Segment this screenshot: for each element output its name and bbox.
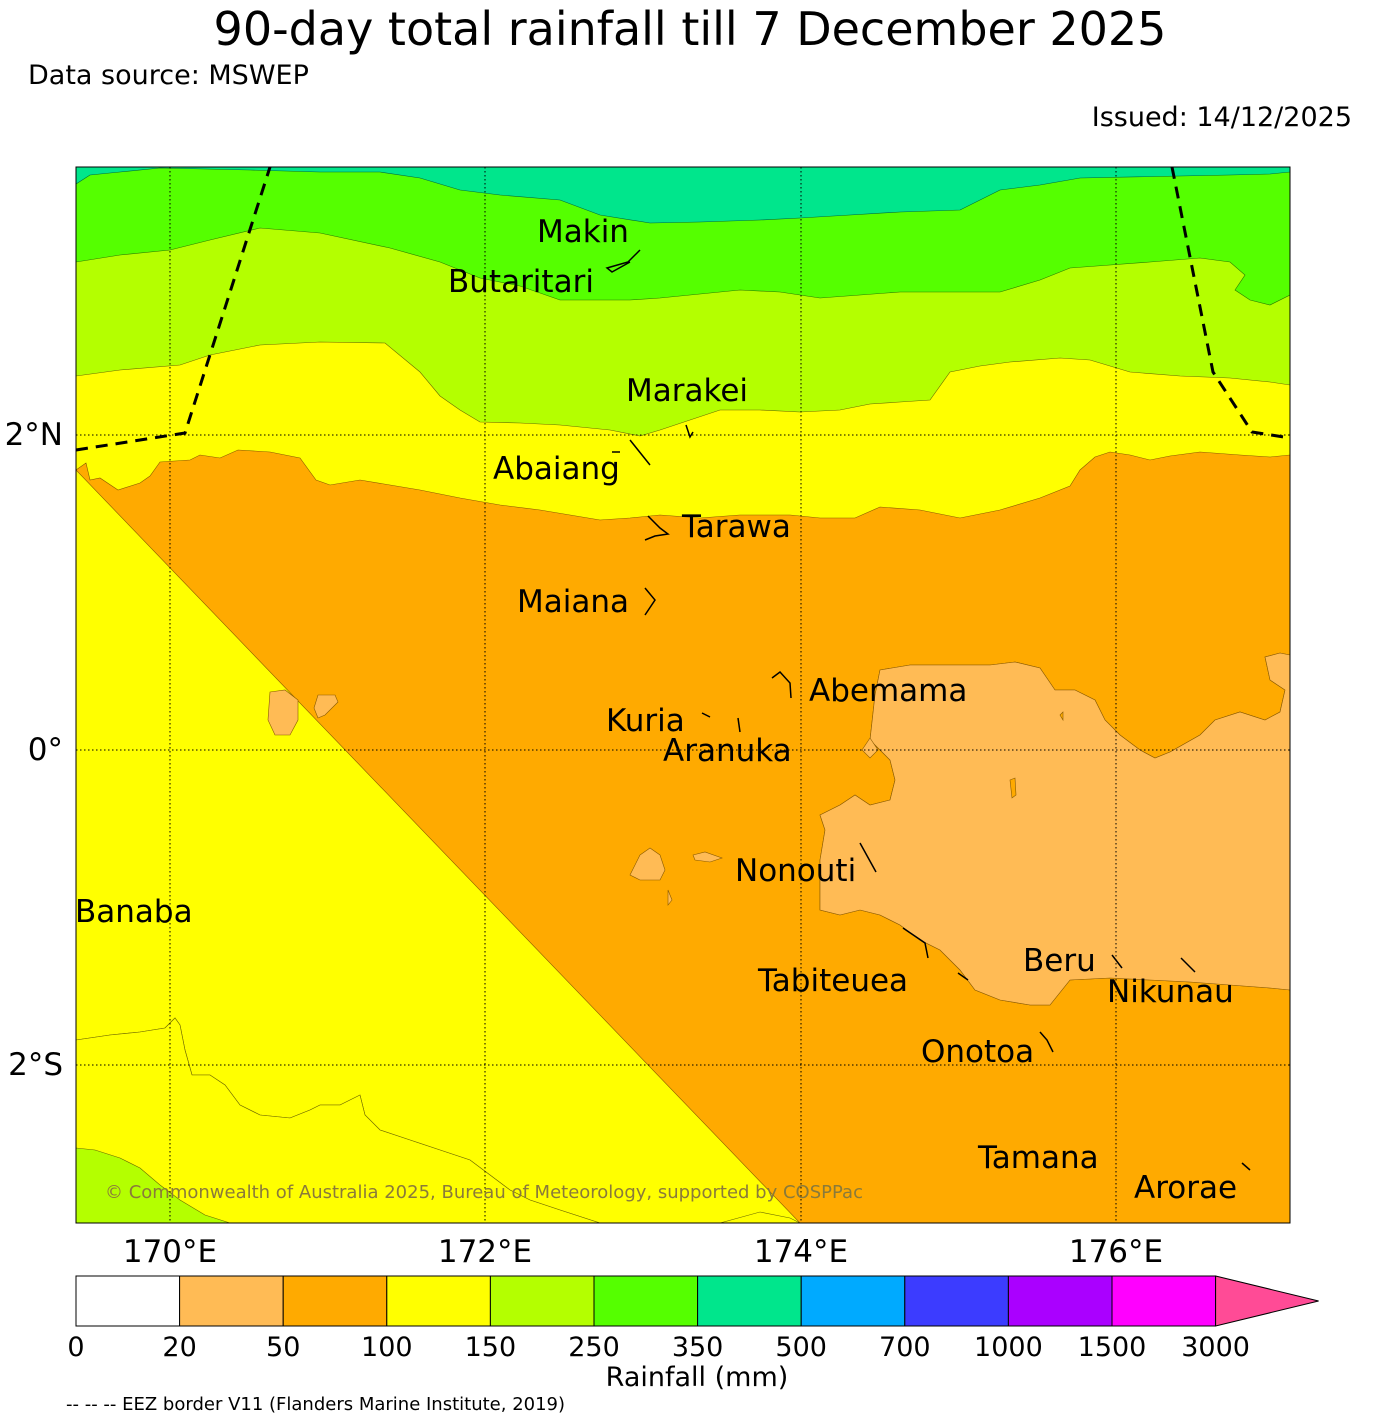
- colorbar-swatch: [179, 1275, 284, 1327]
- label-aranuka: Aranuka: [663, 733, 792, 769]
- label-butaritari: Butaritari: [448, 264, 594, 300]
- eez-footnote: -- -- -- EEZ border V11 (Flanders Marine…: [66, 1394, 566, 1415]
- label-beru: Beru: [1023, 943, 1096, 979]
- colorbar-swatch: [282, 1275, 388, 1327]
- lat-label-0: 0°: [28, 732, 63, 768]
- band-350-500: [76, 167, 1290, 224]
- lon-label-174e: 174°E: [754, 1234, 848, 1270]
- label-onotoa: Onotoa: [921, 1034, 1034, 1070]
- colorbar-swatch: [800, 1275, 906, 1327]
- label-kuria: Kuria: [606, 703, 685, 739]
- label-banaba: Banaba: [75, 894, 193, 930]
- label-maiana: Maiana: [517, 584, 629, 620]
- copyright-text: © Commonwealth of Australia 2025, Bureau…: [105, 1182, 863, 1203]
- colorbar-swatch: [904, 1275, 1009, 1327]
- colorbar-tick-label: 1000: [974, 1332, 1043, 1363]
- label-nonouti: Nonouti: [735, 853, 856, 889]
- colorbar-swatch: [1111, 1275, 1217, 1327]
- lon-label-176e: 176°E: [1069, 1234, 1163, 1270]
- graticule: [76, 167, 1290, 1223]
- label-tarawa: Tarawa: [681, 509, 791, 545]
- band-100-150-south: [76, 1017, 601, 1223]
- label-abaiang: Abaiang: [493, 451, 620, 487]
- colorbar-tick-label: 100: [361, 1332, 413, 1363]
- island-outlines: [605, 249, 1251, 1171]
- lat-label-2n: 2°N: [5, 417, 63, 453]
- colorbar-label: Rainfall (mm): [606, 1362, 789, 1393]
- rainfall-field: [76, 167, 1290, 1223]
- lon-label-170e: 170°E: [123, 1234, 217, 1270]
- colorbar-tick-label: 0: [67, 1332, 84, 1363]
- colorbar-swatch: [489, 1275, 595, 1327]
- colorbar-tick-label: 3000: [1181, 1332, 1250, 1363]
- lat-label-2s: 2°S: [8, 1047, 63, 1083]
- label-abemama: Abemama: [809, 673, 967, 709]
- issued-date: Issued: 14/12/2025: [1091, 102, 1352, 133]
- colorbar-extend-arrow: [1215, 1275, 1319, 1327]
- map-frame: [75, 166, 1291, 1224]
- colorbar-tick-label: 500: [775, 1332, 827, 1363]
- colorbar-tick-label: 20: [162, 1332, 196, 1363]
- colorbar-swatch: [697, 1275, 802, 1327]
- colorbar-tick-label: 150: [465, 1332, 517, 1363]
- data-source: Data source: MSWEP: [28, 60, 309, 91]
- label-arorae: Arorae: [1134, 1170, 1237, 1206]
- label-nikunau: Nikunau: [1107, 974, 1234, 1010]
- label-makin: Makin: [537, 214, 629, 250]
- label-tabiteuea: Tabiteuea: [757, 963, 908, 999]
- label-tamana: Tamana: [977, 1140, 1099, 1176]
- colorbar-swatch: [75, 1275, 181, 1327]
- colorbar-swatch: [386, 1275, 491, 1327]
- colorbar-tick-label: 350: [672, 1332, 724, 1363]
- colorbar-swatch: [1007, 1275, 1113, 1327]
- band-20-50: [819, 652, 1290, 1006]
- lon-label-172e: 172°E: [438, 1234, 532, 1270]
- colorbar-tick-label: 700: [879, 1332, 931, 1363]
- colorbar-swatch: [593, 1275, 699, 1327]
- eez-border: [75, 166, 1291, 452]
- band-250-350: [76, 167, 1290, 306]
- colorbar-tick-label: 1500: [1078, 1332, 1147, 1363]
- colorbar: 0 20 50 100 150 250 350 500 700 1000 1500 3000: [67, 1275, 1319, 1363]
- map-title: 90-day total rainfall till 7 December 20…: [213, 2, 1167, 56]
- colorbar-tick-label: 250: [568, 1332, 620, 1363]
- label-marakei: Marakei: [626, 373, 748, 409]
- colorbar-tick-label: 50: [266, 1332, 300, 1363]
